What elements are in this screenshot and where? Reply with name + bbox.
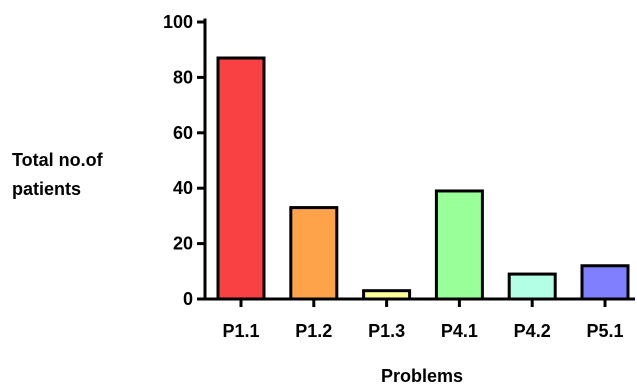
- x-tick-label: P1.3: [368, 321, 405, 341]
- bars: [216, 56, 630, 301]
- x-tick-label: P5.1: [586, 321, 623, 341]
- bar-p5-1: [580, 264, 630, 301]
- bar-p1-2: [289, 206, 339, 301]
- bar-p4-1: [434, 189, 484, 301]
- x-tick-label: P4.2: [514, 321, 551, 341]
- x-axis-tick-labels: P1.1 P1.2 P1.3 P4.1 P4.2 P5.1: [222, 299, 624, 341]
- x-tick-label: P1.2: [295, 321, 332, 341]
- axes: [203, 18, 635, 301]
- x-axis-title: Problems: [381, 366, 463, 383]
- y-tick-label: 100: [163, 12, 193, 32]
- bar-p4-2: [507, 272, 557, 301]
- bar-p1-1: [216, 56, 266, 301]
- x-tick-label: P1.1: [222, 321, 259, 341]
- y-tick-label: 60: [173, 123, 193, 143]
- y-tick-label: 0: [183, 289, 193, 309]
- y-axis-title-line-1: Total no.of: [12, 150, 104, 170]
- y-axis-title-line-2: patients: [12, 179, 81, 199]
- y-tick-label: 20: [173, 234, 193, 254]
- y-axis-title: Total no.of patients: [12, 150, 104, 199]
- y-axis-ticks: 0 20 40 60 80 100: [163, 12, 205, 309]
- y-tick-label: 40: [173, 178, 193, 198]
- x-tick-label: P4.1: [441, 321, 478, 341]
- y-tick-label: 80: [173, 67, 193, 87]
